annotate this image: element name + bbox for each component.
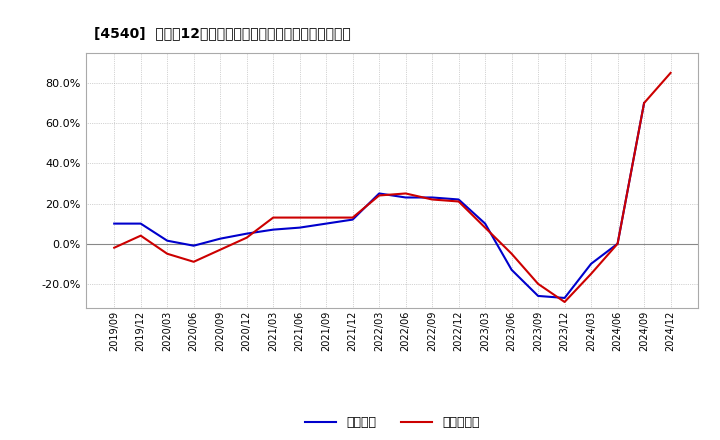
- 当期純利益: [666, 70, 675, 76]
- 経常利益: [189, 243, 198, 248]
- Line: 当期純利益: 当期純利益: [114, 73, 670, 302]
- Text: [4540]  利益の12か月移動合計の対前年同期増減率の推移: [4540] 利益の12か月移動合計の対前年同期増減率の推移: [94, 26, 351, 40]
- 当期純利益: [481, 225, 490, 230]
- 当期純利益: [613, 241, 622, 246]
- 経常利益: [295, 225, 304, 230]
- 当期純利益: [322, 215, 330, 220]
- 当期純利益: [534, 281, 542, 286]
- 当期純利益: [560, 299, 569, 304]
- 経常利益: [216, 236, 225, 241]
- 当期純利益: [216, 247, 225, 253]
- 当期純利益: [401, 191, 410, 196]
- Legend: 経常利益, 当期純利益: 経常利益, 当期純利益: [300, 411, 485, 434]
- 当期純利益: [348, 215, 357, 220]
- 経常利益: [375, 191, 384, 196]
- 当期純利益: [454, 199, 463, 204]
- 当期純利益: [163, 251, 171, 257]
- 経常利益: [508, 267, 516, 272]
- 経常利益: [534, 293, 542, 299]
- 当期純利益: [295, 215, 304, 220]
- 経常利益: [110, 221, 119, 226]
- 経常利益: [613, 241, 622, 246]
- 当期純利益: [110, 245, 119, 250]
- 経常利益: [322, 221, 330, 226]
- 経常利益: [640, 100, 649, 106]
- 経常利益: [428, 195, 436, 200]
- 経常利益: [269, 227, 277, 232]
- 経常利益: [560, 295, 569, 301]
- 当期純利益: [428, 197, 436, 202]
- 経常利益: [243, 231, 251, 236]
- 経常利益: [136, 221, 145, 226]
- 当期純利益: [640, 100, 649, 106]
- 当期純利益: [189, 259, 198, 264]
- 経常利益: [163, 238, 171, 243]
- 経常利益: [454, 197, 463, 202]
- Line: 経常利益: 経常利益: [114, 103, 644, 298]
- 当期純利益: [136, 233, 145, 238]
- 当期純利益: [375, 193, 384, 198]
- 経常利益: [587, 261, 595, 267]
- 経常利益: [401, 195, 410, 200]
- 当期純利益: [243, 235, 251, 240]
- 当期純利益: [587, 271, 595, 276]
- 当期純利益: [508, 251, 516, 257]
- 経常利益: [481, 221, 490, 226]
- 経常利益: [348, 217, 357, 222]
- 当期純利益: [269, 215, 277, 220]
